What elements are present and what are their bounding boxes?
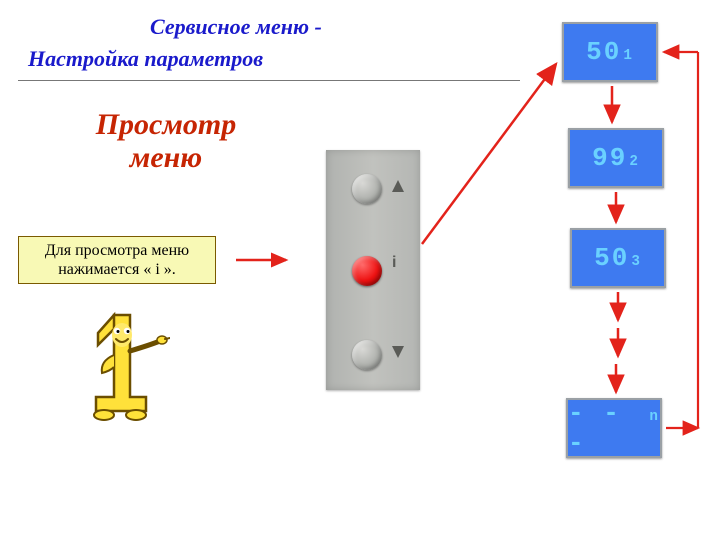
lcd-3-sub: 3	[631, 254, 642, 270]
panel-info-button[interactable]	[352, 256, 382, 286]
panel-up-button[interactable]	[352, 174, 382, 204]
instruction-line1: Для просмотра меню	[45, 242, 189, 259]
arrow-up-icon	[392, 180, 404, 192]
subheading-line2: меню	[130, 141, 202, 174]
arrow-instruction-to-panel	[234, 252, 294, 268]
page-title-line1: Сервисное меню -	[150, 14, 322, 40]
lcd-1-sub: 1	[623, 48, 634, 64]
lcd-1-main: 50	[586, 37, 621, 67]
lcd-n-main: - - -	[568, 398, 647, 458]
mascot-illustration	[70, 305, 170, 425]
lcd-display-1: 50 1	[562, 22, 658, 82]
panel-down-button[interactable]	[352, 340, 382, 370]
subheading-line1: Просмотр	[96, 108, 237, 141]
title-divider	[18, 80, 520, 81]
arrow-down-icon	[392, 346, 404, 358]
lcd-n-sub: n	[649, 409, 660, 425]
lcd-3-main: 50	[594, 243, 629, 273]
lcd-display-2: 99 2	[568, 128, 664, 188]
page-title-line2: Настройка параметров	[28, 46, 263, 72]
lcd-2-sub: 2	[629, 154, 640, 170]
instruction-box: Для просмотра меню нажимается « i ».	[18, 236, 216, 284]
lcd-2-main: 99	[592, 143, 627, 173]
section-subheading: Просмотр меню	[66, 108, 266, 174]
control-panel: i	[326, 150, 420, 390]
info-icon: i	[392, 254, 396, 272]
lcd-display-n: - - - n	[566, 398, 662, 458]
lcd-display-3: 50 3	[570, 228, 666, 288]
instruction-line2: нажимается « i ».	[58, 261, 176, 278]
